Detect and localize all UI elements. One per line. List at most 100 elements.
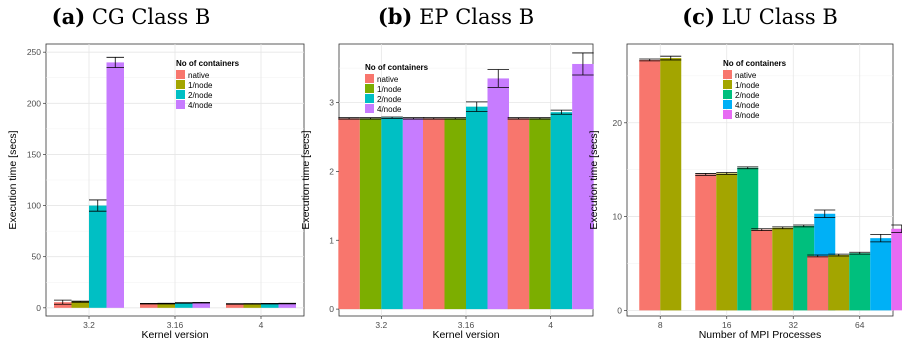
bar-1-node-3.2	[71, 301, 89, 308]
bar-4-node-64	[870, 238, 892, 311]
legend-swatch-1-node	[176, 80, 185, 89]
x-axis-label: Kernel version	[432, 329, 499, 341]
x-tick-label: 32	[789, 320, 799, 330]
y-axis-label: Execution time [secs]	[588, 130, 600, 229]
x-tick-label: 16	[722, 320, 732, 330]
legend-swatch-native	[365, 74, 374, 83]
x-tick-label: 3.2	[375, 320, 387, 330]
chart-0: (a) CG Class B 0 50 100 150 200 250 3.2 3.16 4 Ker…	[7, 4, 305, 341]
legend-swatch-4-node	[723, 100, 732, 109]
legend-swatch-native	[723, 70, 732, 79]
legend-entry-2-node: 2/node	[377, 95, 402, 104]
legend-entry-4-node: 4/node	[377, 105, 402, 114]
chart-title-text: EP Class B	[419, 5, 534, 29]
y-tick-label: 50	[32, 252, 42, 262]
legend-entry-8-node: 8/node	[735, 111, 760, 120]
bar-1-node-64	[828, 255, 850, 311]
y-tick-label: 150	[27, 149, 41, 159]
legend: No of containers native1/node2/node4/node…	[723, 59, 787, 120]
legend-swatch-2-node	[365, 94, 374, 103]
bar-native-64	[807, 255, 829, 311]
bar-native-3.16	[140, 303, 158, 308]
x-tick-label: 4	[259, 320, 264, 330]
bar-1-node-8	[660, 58, 682, 311]
bar-2-node-4	[550, 112, 573, 310]
bar-native-3.16	[423, 118, 445, 310]
chart-label: (a)	[52, 4, 85, 29]
legend-swatch-8-node	[723, 110, 732, 119]
bar-1-node-16	[716, 173, 738, 311]
legend-entry-4-node: 4/node	[735, 101, 760, 110]
bar-native-4	[507, 118, 530, 310]
y-tick-label: 0	[329, 304, 334, 314]
bar-1-node-3.16	[157, 303, 175, 308]
legend-swatch-1-node	[723, 80, 732, 89]
chart-title-text: CG Class B	[92, 5, 210, 29]
bar-1-node-4	[529, 118, 551, 310]
legend-swatch-1-node	[365, 84, 374, 93]
legend-swatch-4-node	[176, 100, 185, 109]
legend-entry-1-node: 1/node	[188, 81, 213, 90]
chart-title-sep	[715, 5, 722, 29]
chart-title: (c) LU Class B	[682, 4, 838, 29]
y-tick-label: 10	[613, 212, 623, 222]
x-tick-label: 64	[855, 320, 865, 330]
y-tick-label: 250	[27, 47, 41, 57]
chart-title-text: LU Class B	[722, 5, 838, 29]
legend-entry-native: native	[377, 75, 399, 84]
bar-native-16	[695, 174, 717, 311]
x-axis-label: Number of MPI Processes	[699, 329, 822, 341]
bar-2-node-3.16	[175, 302, 193, 308]
bar-2-node-3.2	[89, 205, 107, 308]
y-tick-label: 2	[329, 166, 334, 176]
chart-title: (b) EP Class B	[378, 4, 534, 29]
bar-native-3.2	[54, 302, 72, 308]
legend-entry-native: native	[735, 71, 757, 80]
chart-title-sep	[85, 5, 92, 29]
legend-swatch-native	[176, 70, 185, 79]
bar-1-node-32	[772, 227, 794, 311]
bar-native-8	[639, 59, 661, 311]
bar-2-node-64	[849, 253, 871, 311]
y-tick-label: 20	[613, 118, 623, 128]
y-axis-label: Execution time [secs]	[7, 130, 19, 229]
y-tick-label: 0	[36, 303, 41, 313]
bar-4-node-3.2	[402, 118, 425, 310]
legend-swatch-2-node	[176, 90, 185, 99]
bar-2-node-4	[261, 303, 279, 308]
legend-swatch-2-node	[723, 90, 732, 99]
legend-entry-4-node: 4/node	[188, 101, 213, 110]
y-tick-label: 0	[617, 305, 622, 315]
y-tick-label: 100	[27, 201, 41, 211]
bar-4-node-3.16	[487, 78, 509, 310]
bar-2-node-3.16	[466, 106, 488, 310]
x-tick-label: 4	[548, 320, 553, 330]
y-tick-label: 3	[329, 98, 334, 108]
x-axis-label: Kernel version	[141, 329, 208, 341]
legend-title: No of containers	[365, 63, 429, 72]
legend-swatch-4-node	[365, 104, 374, 113]
bar-4-node-4	[278, 303, 296, 308]
legend-entry-1-node: 1/node	[735, 81, 760, 90]
bar-native-32	[751, 229, 773, 311]
bar-4-node-4	[572, 63, 594, 310]
legend-title: No of containers	[176, 59, 240, 68]
legend-entry-2-node: 2/node	[188, 91, 213, 100]
y-axis-label: Execution time [secs]	[300, 130, 312, 229]
x-tick-label: 3.16	[458, 320, 475, 330]
bar-1-node-3.2	[359, 118, 382, 310]
bar-4-node-3.16	[192, 302, 210, 308]
bar-native-3.2	[338, 118, 360, 310]
bar-8-node-64	[891, 228, 902, 311]
chart-1: (b) EP Class B 0 1 2 3 3.2 3.16 4 Kernel version…	[300, 4, 594, 341]
x-tick-label: 8	[658, 320, 663, 330]
chart-title-sep	[412, 5, 419, 29]
chart-label: (c)	[682, 4, 715, 29]
y-tick-label: 1	[329, 235, 334, 245]
legend-entry-2-node: 2/node	[735, 91, 760, 100]
y-tick-label: 200	[27, 98, 41, 108]
bar-1-node-3.16	[444, 118, 466, 310]
